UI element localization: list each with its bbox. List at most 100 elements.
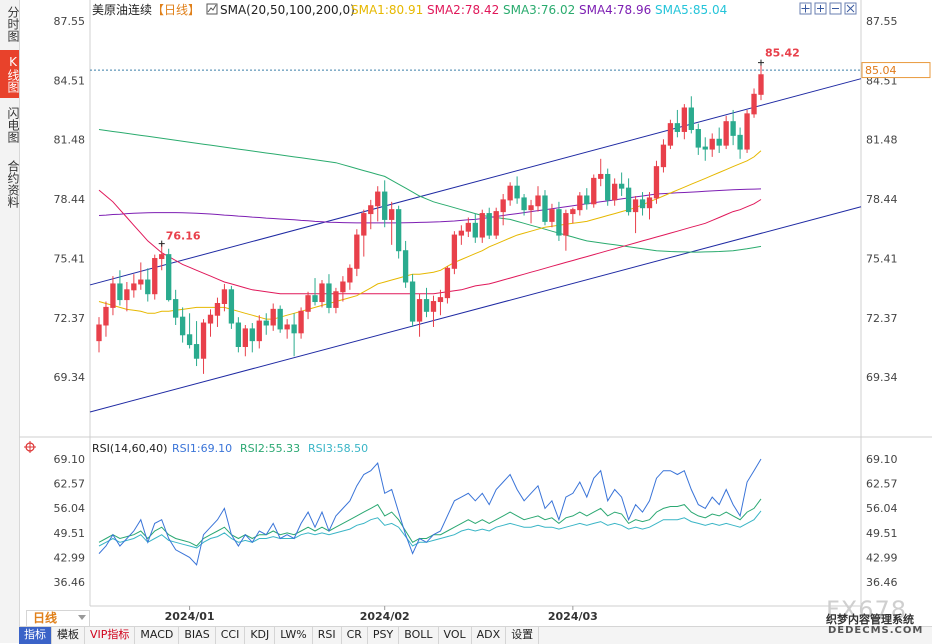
indicator-tabbar: 指标 模板 VIP指标 MACD BIAS CCI KDJ LW% RSI CR… bbox=[19, 626, 932, 644]
candle-body bbox=[228, 289, 235, 324]
candle-body bbox=[131, 283, 137, 291]
candle-body bbox=[458, 230, 465, 236]
tab-flash[interactable]: 闪电图 bbox=[6, 107, 20, 143]
tab-cr[interactable]: CR bbox=[342, 627, 368, 644]
tab-lw[interactable]: LW% bbox=[275, 627, 313, 644]
candle-body bbox=[751, 93, 757, 115]
candle-body bbox=[528, 205, 534, 211]
candle-body bbox=[270, 308, 276, 326]
rsi-params: RSI(14,60,40) bbox=[92, 442, 167, 455]
zoom-out-icon[interactable] bbox=[829, 2, 842, 15]
candle-body bbox=[249, 328, 255, 342]
rsi-tick-right: 49.51 bbox=[866, 527, 898, 540]
tab-template[interactable]: 模板 bbox=[52, 627, 85, 644]
symbol-title: 美原油连续 bbox=[92, 2, 152, 17]
toolbar-icons bbox=[799, 2, 857, 15]
candle-body bbox=[598, 173, 604, 179]
candle-body bbox=[695, 129, 701, 148]
candle-body bbox=[563, 213, 569, 236]
rsi-tick-right: 36.46 bbox=[866, 576, 898, 589]
rsi-tick-left: 69.10 bbox=[54, 453, 86, 466]
tab-vip-indicator[interactable]: VIP指标 bbox=[85, 627, 136, 644]
tab-indicator[interactable]: 指标 bbox=[19, 627, 52, 644]
tab-macd[interactable]: MACD bbox=[135, 627, 180, 644]
candle-body bbox=[493, 211, 499, 236]
candle-body bbox=[549, 209, 555, 222]
candle-body bbox=[179, 316, 186, 336]
candle-body bbox=[514, 185, 520, 199]
candle-body bbox=[235, 322, 242, 348]
rsi-lines bbox=[98, 458, 762, 566]
rsi-settings-icon[interactable] bbox=[24, 441, 36, 453]
tab-settings[interactable]: 设置 bbox=[506, 627, 540, 644]
rsi1-line bbox=[98, 458, 762, 566]
candle-body bbox=[124, 289, 130, 301]
tab-timeshare[interactable]: 分时图 bbox=[6, 6, 20, 42]
candle-body bbox=[186, 334, 193, 346]
candle-body bbox=[667, 123, 674, 146]
candles bbox=[96, 62, 764, 374]
candle-body bbox=[117, 283, 123, 301]
price-tick-left: 78.44 bbox=[54, 193, 86, 206]
candle-body bbox=[577, 195, 583, 211]
candle-body bbox=[535, 195, 541, 207]
sma3-value: SMA3:76.02 bbox=[503, 3, 575, 17]
rsi-tick-right: 69.10 bbox=[866, 453, 898, 466]
candle-body bbox=[605, 173, 611, 201]
period-select[interactable]: 日线 bbox=[26, 610, 90, 627]
candle-body bbox=[284, 324, 290, 330]
watermark-url: DEDECMS.COM bbox=[828, 625, 924, 636]
tab-kdj[interactable]: KDJ bbox=[245, 627, 276, 644]
candle-body bbox=[214, 302, 221, 316]
zoom-in-icon[interactable] bbox=[814, 2, 827, 15]
sma2-line bbox=[98, 189, 762, 295]
price-tick-left: 84.51 bbox=[54, 74, 86, 87]
candle-body bbox=[430, 301, 437, 312]
sma4-value: SMA4:78.96 bbox=[579, 3, 651, 17]
rsi-tick-left: 56.04 bbox=[54, 502, 86, 515]
candle-body bbox=[305, 295, 311, 312]
sma-settings-icon[interactable] bbox=[206, 3, 218, 15]
candle-body bbox=[423, 299, 430, 312]
candle-body bbox=[730, 121, 736, 136]
fullscreen-icon[interactable] bbox=[844, 2, 857, 15]
candle-body bbox=[570, 209, 576, 215]
rsi3-value: RSI3:58.50 bbox=[308, 442, 368, 455]
candle-body bbox=[361, 213, 367, 236]
price-tick-right: 72.37 bbox=[866, 312, 898, 325]
tab-adx[interactable]: ADX bbox=[472, 627, 507, 644]
tab-contract-info[interactable]: 合约资料 bbox=[6, 160, 20, 208]
tab-cci[interactable]: CCI bbox=[216, 627, 246, 644]
candle-body bbox=[709, 138, 715, 150]
sidebar: 分时图 K线图 闪电图 合约资料 bbox=[0, 0, 20, 643]
rsi-tick-right: 56.04 bbox=[866, 502, 898, 515]
tab-boll[interactable]: BOLL bbox=[399, 627, 439, 644]
high-cross-icon bbox=[758, 59, 764, 66]
tab-kline[interactable]: K线图 bbox=[0, 50, 20, 98]
candle-body bbox=[472, 222, 478, 238]
period-label: 【日线】 bbox=[152, 3, 200, 17]
tab-rsi[interactable]: RSI bbox=[313, 627, 342, 644]
trend-channel bbox=[89, 78, 862, 413]
candle-body bbox=[409, 281, 416, 322]
last-price-box bbox=[861, 62, 931, 79]
candle-body bbox=[382, 191, 388, 220]
candle-body bbox=[465, 222, 471, 232]
candle-body bbox=[521, 197, 527, 211]
candle-body bbox=[354, 234, 360, 269]
tab-psy[interactable]: PSY bbox=[368, 627, 400, 644]
candle-body bbox=[395, 209, 402, 252]
candle-body bbox=[138, 279, 144, 285]
candle-body bbox=[340, 281, 346, 293]
tab-bias[interactable]: BIAS bbox=[179, 627, 216, 644]
tab-vol[interactable]: VOL bbox=[439, 627, 472, 644]
price-tick-right: 81.48 bbox=[866, 134, 898, 147]
candle-body bbox=[437, 297, 444, 303]
move-icon[interactable] bbox=[799, 2, 812, 15]
rsi-tick-right: 42.99 bbox=[866, 551, 898, 564]
candle-body bbox=[368, 205, 374, 215]
sma3-line bbox=[98, 129, 762, 253]
candle-body bbox=[625, 187, 632, 213]
candle-body bbox=[200, 322, 207, 359]
